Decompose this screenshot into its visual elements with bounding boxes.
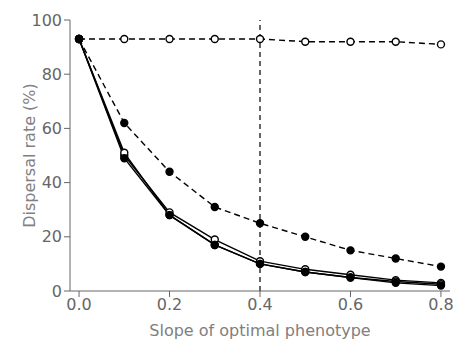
svg-text:0.8: 0.8 [428,295,453,314]
svg-text:80: 80 [42,65,62,84]
svg-text:0: 0 [52,282,62,301]
svg-text:0.2: 0.2 [157,295,182,314]
svg-text:60: 60 [42,119,62,138]
svg-text:0.0: 0.0 [66,295,91,314]
svg-text:20: 20 [42,227,62,246]
svg-text:100: 100 [31,11,62,30]
svg-text:0.6: 0.6 [338,295,363,314]
svg-text:0.4: 0.4 [247,295,272,314]
svg-text:Slope of optimal phenotype: Slope of optimal phenotype [149,321,370,340]
svg-text:40: 40 [42,173,62,192]
svg-text:Dispersal rate (%): Dispersal rate (%) [20,83,39,228]
